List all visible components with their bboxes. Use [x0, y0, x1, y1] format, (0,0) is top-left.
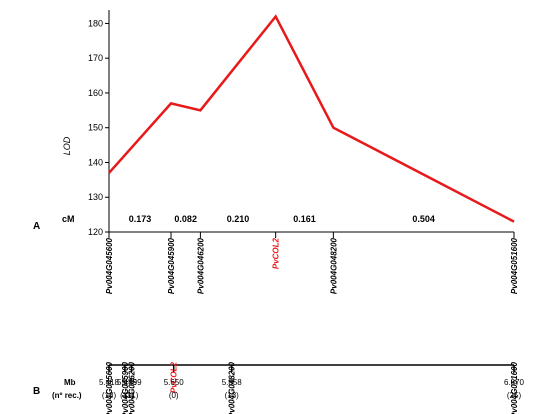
y-tick-label: 130 [88, 192, 103, 202]
recombinant-count-label: (18) [102, 391, 117, 400]
y-tick-label: 160 [88, 88, 103, 98]
physical-marker-label: Pv004G045900 [121, 361, 130, 414]
mb-position-label: 5.650 [164, 378, 185, 387]
mb-position-label: 5.418 [99, 378, 120, 387]
panel-a-markers: Pv004G045600 Pv004G045900 Pv004G046200 PvCO… [105, 232, 519, 294]
interval-label: 0.161 [293, 214, 316, 224]
y-tick-label: 170 [88, 53, 103, 63]
marker-label: Pv004G045900 [167, 237, 176, 294]
interval-label: 0.173 [129, 214, 152, 224]
y-ticks: 120 130 140 150 160 170 180 [88, 18, 109, 237]
y-tick-label: 140 [88, 157, 103, 167]
marker-label: Pv004G046200 [196, 237, 205, 294]
interval-label: 0.504 [412, 214, 435, 224]
physical-marker-label: Pv004G046200 [128, 361, 137, 414]
mb-position-label: 5.475 [117, 378, 138, 387]
marker-label: Pv004G051600 [510, 237, 519, 294]
recombinant-count-label: (11) [125, 391, 139, 400]
panel-a-lod-plot: A cM LOD 120 130 140 150 160 170 180 0.173 0.08… [33, 10, 519, 294]
panel-b-label: B [33, 386, 40, 397]
interval-label: 0.082 [174, 214, 197, 224]
marker-label: PvCOL2 [272, 237, 281, 269]
recombinant-count-label: (13) [225, 391, 240, 400]
rec-axis-label: (nº rec.) [52, 391, 82, 400]
recombinant-count-label: (11) [120, 391, 134, 400]
marker-label: Pv004G045600 [105, 237, 114, 294]
interval-labels: 0.173 0.082 0.210 0.161 0.504 [129, 214, 435, 224]
recombinant-count-label: (0) [169, 391, 179, 400]
marker-label: Pv004G048200 [329, 237, 338, 294]
lod-series-line [108, 14, 515, 223]
cm-axis-label: cM [62, 214, 75, 224]
physical-marker-label: Pv004G048200 [228, 361, 237, 414]
mb-position-label: 5.499 [122, 378, 143, 387]
panel-a-label: A [33, 221, 40, 232]
mb-position-label: 5.858 [222, 378, 243, 387]
interval-label: 0.210 [227, 214, 250, 224]
physical-marker-label: PvCOL2 [170, 361, 179, 393]
lod-axis-label: LOD [62, 136, 72, 155]
y-tick-label: 150 [88, 123, 103, 133]
mb-axis-label: Mb [64, 378, 76, 387]
mb-position-label: 6.870 [504, 378, 525, 387]
recombinant-count-label: (25) [507, 391, 522, 400]
y-tick-label: 180 [88, 18, 103, 28]
physical-marker-label: Pv004G045600 [105, 361, 114, 414]
y-tick-label: 120 [88, 227, 103, 237]
physical-marker-label: Pv004G051600 [510, 361, 519, 414]
